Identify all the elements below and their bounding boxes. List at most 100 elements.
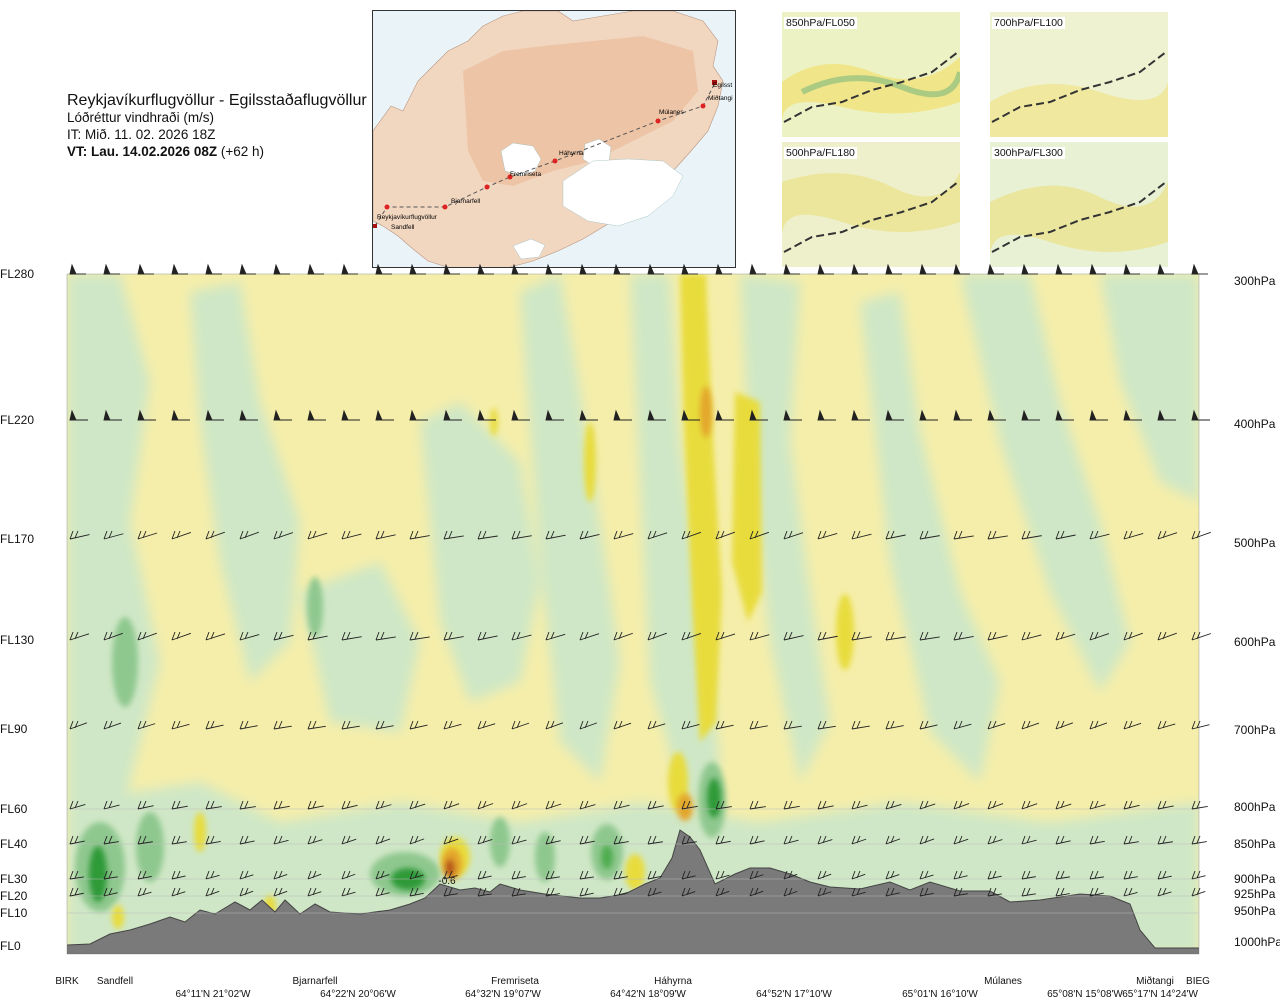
sinking-band-2 xyxy=(190,282,300,682)
wind-barb xyxy=(987,835,1003,845)
thumbnail-700[interactable]: 700hPa/FL100 xyxy=(990,12,1168,137)
route-map: Reykjavíkurflugvöllur Sandfell Bjarnarfe… xyxy=(372,10,736,268)
wind-barb xyxy=(1021,720,1040,730)
map-label-fremriseta: Fremriseta xyxy=(510,171,541,178)
rising-cell-3 xyxy=(490,408,498,436)
thumbnail-700-label: 700hPa/FL100 xyxy=(992,17,1065,29)
wind-barb xyxy=(919,835,935,845)
glacier-langjokull xyxy=(500,142,542,177)
wind-barb xyxy=(205,409,224,421)
wind-barb xyxy=(987,263,1004,275)
wind-barb xyxy=(273,720,292,730)
wind-barb xyxy=(137,409,156,421)
rising-cell-4 xyxy=(194,812,206,852)
wind-barb xyxy=(1123,887,1138,897)
wind-barb xyxy=(239,530,259,540)
wind-barb xyxy=(613,720,632,730)
wind-barb xyxy=(749,800,766,810)
thumbnail-850[interactable]: 850hPa/FL050 xyxy=(782,12,960,137)
wind-barb xyxy=(613,870,628,880)
wind-barb xyxy=(613,409,632,421)
wind-barb xyxy=(1123,720,1142,730)
flight-level-label: FL280 xyxy=(0,267,34,281)
wind-barb xyxy=(511,870,526,880)
wind-barb xyxy=(953,631,974,641)
wind-barb xyxy=(1191,720,1210,730)
thumbnail-500[interactable]: 500hPa/FL180 xyxy=(782,142,960,267)
route-title: Reykjavíkurflugvöllur - Egilsstaðaflugvö… xyxy=(67,92,367,109)
wind-barb xyxy=(137,263,154,275)
wind-barb xyxy=(341,263,358,275)
wind-barb xyxy=(409,720,428,730)
wind-barb xyxy=(375,631,396,641)
wind-barb xyxy=(749,530,769,540)
wind-barb xyxy=(273,631,294,641)
wind-barb xyxy=(783,835,799,845)
wind-barb xyxy=(307,887,322,897)
wind-barb xyxy=(239,887,254,897)
wind-barb xyxy=(783,870,798,880)
valid-time: VT: Lau. 14.02.2026 08Z (+62 h) xyxy=(67,143,367,160)
wind-barb xyxy=(307,409,326,421)
wind-barb xyxy=(239,263,256,275)
thumbnail-850-svg xyxy=(782,12,960,137)
thumbnail-300-label: 300hPa/FL300 xyxy=(992,147,1065,159)
wind-barb xyxy=(443,835,459,845)
wind-barb xyxy=(1123,835,1139,845)
wind-barb xyxy=(647,720,666,730)
wind-barb xyxy=(1191,263,1208,275)
pressure-label: 700hPa xyxy=(1234,723,1276,737)
wind-barb xyxy=(749,631,770,641)
wind-barb xyxy=(205,720,224,730)
wind-barb xyxy=(545,800,562,810)
coordinate-label: 65°01'N 16°10'W xyxy=(902,989,978,1000)
flight-level-label: FL130 xyxy=(0,633,34,647)
thumbnail-500-svg xyxy=(782,142,960,267)
wind-barb xyxy=(1123,409,1142,421)
map-label-sandfell: Sandfell xyxy=(391,224,415,231)
wind-barb xyxy=(1123,800,1140,810)
wind-barb xyxy=(885,887,900,897)
wind-barb xyxy=(749,720,768,730)
wind-barb xyxy=(205,263,222,275)
wind-barb xyxy=(613,530,634,540)
wind-barb xyxy=(1123,530,1144,540)
thumbnail-300[interactable]: 300hPa/FL300 xyxy=(990,142,1168,267)
wind-barb xyxy=(1123,631,1143,641)
wind-barb xyxy=(987,870,1002,880)
wind-barb xyxy=(103,870,118,880)
wind-barb xyxy=(341,409,360,421)
wind-barb xyxy=(1191,631,1212,641)
wind-barb xyxy=(1055,409,1074,421)
wind-barb xyxy=(375,835,391,845)
wind-barb xyxy=(307,870,322,880)
wind-barb xyxy=(613,835,629,845)
wind-barb xyxy=(1191,530,1211,540)
wind-barb xyxy=(1089,530,1110,540)
waypoint-label: BIRK xyxy=(55,976,79,987)
wind-barb xyxy=(1021,530,1042,540)
wind-barb xyxy=(477,530,498,540)
wind-barb xyxy=(205,887,220,897)
wind-barb xyxy=(851,870,866,880)
wind-barb xyxy=(987,409,1006,421)
wind-barb xyxy=(1157,870,1172,880)
wind-barb xyxy=(715,263,732,275)
wind-barb xyxy=(1157,800,1174,810)
wind-barb xyxy=(375,530,396,540)
iceland-map-svg: Reykjavíkurflugvöllur Sandfell Bjarnarfe… xyxy=(373,11,733,267)
wind-barb xyxy=(545,530,566,540)
wind-barb xyxy=(715,720,734,730)
wind-barb xyxy=(817,870,832,880)
wind-barb xyxy=(69,720,88,730)
flight-level-label: FL40 xyxy=(0,837,28,851)
wind-barb xyxy=(885,800,902,810)
flight-level-axis: FL280 FL220 FL170 FL130 FL90 FL60 FL40 FL30 FL20… xyxy=(0,267,34,953)
wind-barb xyxy=(341,887,356,897)
wind-barb xyxy=(885,631,906,641)
wind-barb xyxy=(69,800,86,810)
wind-barb xyxy=(579,631,600,641)
wind-barb xyxy=(69,530,90,540)
wind-barb xyxy=(885,870,900,880)
wind-barb xyxy=(579,835,595,845)
